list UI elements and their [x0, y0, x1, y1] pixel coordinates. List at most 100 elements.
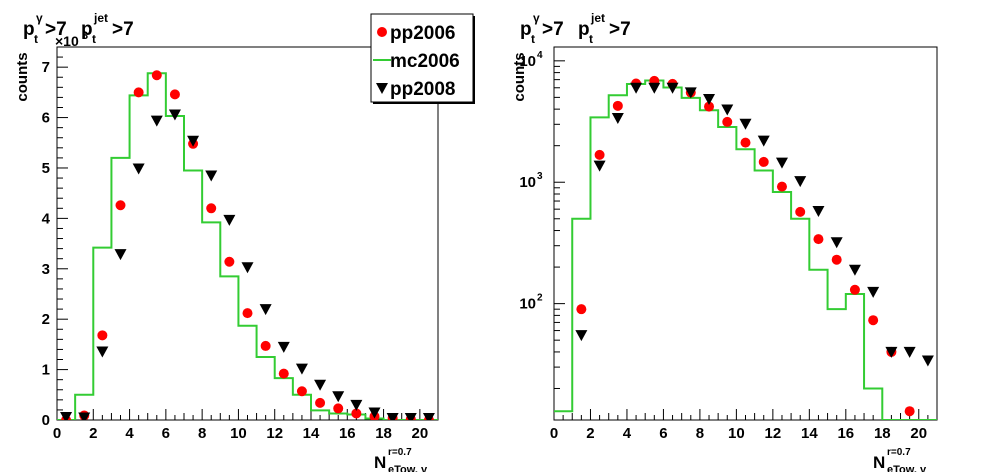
x-tick-label: 8 [198, 425, 206, 442]
point-pp2008 [295, 363, 308, 375]
title-jet-sup: jet [93, 11, 108, 25]
title-p2: p [81, 19, 93, 40]
point-pp2008 [575, 330, 588, 342]
point-pp2006 [904, 406, 915, 417]
x-tick-label: 16 [339, 425, 356, 442]
x-axis-label-sup: r=0.7 [388, 447, 412, 458]
legend-marker-pp2008 [376, 83, 388, 94]
title-cut1: >7 [542, 19, 564, 40]
title-gamma-sup: γ [36, 11, 43, 25]
x-tick-label: 2 [586, 425, 594, 442]
point-pp2006 [206, 203, 217, 214]
point-pp2008 [812, 205, 825, 217]
point-pp2008 [867, 286, 880, 298]
title-t-sub: t [34, 32, 38, 46]
legend-marker-pp2006 [377, 27, 387, 37]
point-pp2006 [115, 200, 126, 211]
point-pp2006 [278, 368, 289, 379]
y-tick-label-power: 4 [537, 50, 543, 61]
y-tick-label: 6 [42, 110, 50, 127]
y-tick-label: 3 [42, 261, 50, 278]
point-pp2008 [794, 176, 807, 188]
x-axis-label-sub: eTow, γ [887, 464, 927, 472]
point-pp2006 [242, 308, 253, 319]
point-pp2006 [169, 89, 180, 100]
point-pp2008 [422, 412, 435, 420]
y-tick-label-base: 10 [519, 174, 536, 191]
point-pp2008 [684, 87, 697, 99]
y-tick-label: 2 [42, 311, 50, 328]
point-pp2008 [404, 412, 417, 420]
title-t-sub2: t [92, 32, 96, 46]
x-tick-label: 12 [266, 425, 283, 442]
point-pp2006 [758, 156, 769, 167]
y-tick-label: 4 [42, 210, 51, 227]
point-pp2006 [722, 116, 733, 127]
point-pp2008 [96, 346, 109, 358]
point-pp2008 [386, 412, 399, 420]
title-t-sub2: t [589, 32, 593, 46]
y-tick-label-base: 10 [519, 296, 536, 313]
point-pp2008 [187, 135, 200, 147]
y-tick-label-power: 2 [537, 293, 543, 304]
point-pp2008 [223, 214, 236, 226]
plot-area [57, 70, 438, 420]
point-pp2008 [775, 157, 788, 169]
point-pp2006 [849, 284, 860, 295]
point-pp2008 [314, 379, 327, 391]
x-tick-label: 8 [696, 425, 704, 442]
y-tick-label: 7 [42, 59, 50, 76]
y-tick-label: 0 [42, 412, 50, 429]
point-pp2006 [740, 137, 751, 148]
exponent-label: ×10 [55, 33, 79, 49]
x-tick-label: 0 [550, 425, 558, 442]
x-tick-label: 10 [230, 425, 247, 442]
point-pp2008 [205, 170, 218, 182]
point-pp2008 [848, 264, 861, 276]
point-pp2008 [903, 346, 916, 358]
point-pp2008 [648, 82, 661, 94]
exponent-power: 3 [82, 30, 88, 42]
point-pp2006 [315, 397, 326, 408]
point-pp2008 [703, 93, 716, 105]
point-pp2008 [757, 135, 770, 147]
point-pp2006 [704, 101, 715, 112]
point-pp2008 [150, 115, 163, 127]
point-pp2008 [78, 412, 91, 420]
point-pp2006 [776, 181, 787, 192]
point-pp2008 [630, 82, 643, 94]
point-pp2008 [259, 304, 272, 316]
y-tick-label: 5 [42, 160, 50, 177]
point-pp2006 [296, 386, 307, 397]
point-pp2008 [350, 399, 363, 411]
x-tick-label: 6 [659, 425, 667, 442]
legend-label-mc2006: mc2006 [390, 51, 460, 72]
y-tick-label-base: 10 [519, 53, 536, 70]
x-tick-label: 20 [910, 425, 927, 442]
x-tick-label: 4 [623, 425, 632, 442]
point-pp2008 [60, 411, 73, 420]
point-pp2006 [97, 330, 108, 341]
x-tick-label: 20 [412, 425, 429, 442]
title-p: p [520, 19, 532, 40]
point-pp2006 [612, 100, 623, 111]
x-axis-label-main: N [873, 453, 885, 472]
y-axis-label: counts [511, 52, 528, 101]
x-tick-label: 4 [125, 425, 134, 442]
point-pp2006 [594, 149, 605, 160]
point-pp2008 [332, 391, 345, 403]
title-t-sub: t [531, 32, 535, 46]
x-tick-label: 2 [89, 425, 97, 442]
plot-area [554, 75, 937, 420]
x-axis-label-sub: eTow, γ [388, 464, 428, 472]
point-pp2006 [868, 315, 879, 326]
point-pp2006 [151, 70, 162, 81]
point-pp2008 [666, 82, 679, 94]
title-cut2: >7 [112, 19, 134, 40]
title-cut1: >7 [45, 19, 67, 40]
point-pp2008 [368, 407, 381, 419]
point-pp2008 [921, 355, 934, 367]
point-pp2006 [351, 408, 362, 419]
